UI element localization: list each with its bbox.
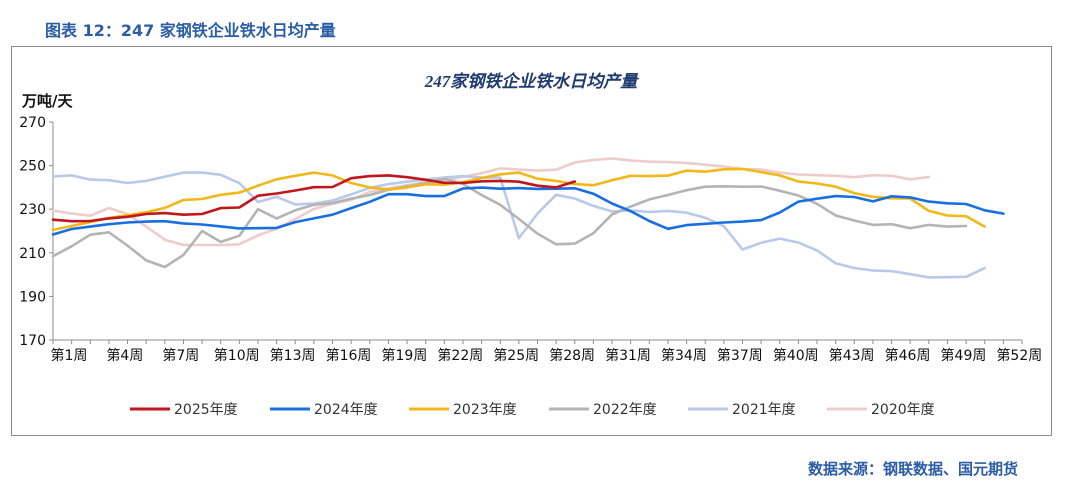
line-chart: 247家钢铁企业铁水日均产量 万吨/天 170 190 210 230 250 270 第1… <box>19 72 1042 418</box>
legend-label: 2021年度 <box>732 402 796 418</box>
series-line-2022年度 <box>51 177 968 269</box>
legend-label: 2022年度 <box>593 402 657 418</box>
x-tick-label: 第4周 <box>106 347 143 364</box>
x-tick-label: 第1周 <box>51 347 88 364</box>
x-tick-label: 第37周 <box>717 347 763 364</box>
x-tick-label: 第28周 <box>549 347 595 364</box>
legend-label: 2023年度 <box>453 402 517 418</box>
series-line-2024年度 <box>51 186 1005 236</box>
y-tick-label: 190 <box>19 289 46 305</box>
figure-caption: 图表 12：247 家钢铁企业铁水日均产量 <box>45 21 336 40</box>
y-tick-label: 270 <box>19 115 46 131</box>
x-tick-label: 第31周 <box>605 347 651 364</box>
y-axis-label: 万吨/天 <box>21 92 73 110</box>
x-tick-label: 第52周 <box>996 347 1042 364</box>
x-tick-label: 第10周 <box>214 347 260 364</box>
y-tick-label: 170 <box>19 333 46 349</box>
y-tick-label: 210 <box>19 246 46 262</box>
series-line-2025年度 <box>51 174 577 223</box>
x-tick-label: 第22周 <box>437 347 483 364</box>
series-line-2020年度 <box>51 157 931 247</box>
y-tick-label: 250 <box>19 159 46 175</box>
x-tick-label: 第34周 <box>661 347 707 364</box>
legend-label: 2020年度 <box>871 402 935 418</box>
x-tick-label: 第16周 <box>326 347 372 364</box>
legend-label: 2025年度 <box>174 402 238 418</box>
source-note: 数据来源：钢联数据、国元期货 <box>807 460 1018 478</box>
x-tick-label: 第49周 <box>941 347 987 364</box>
x-tick-label: 第25周 <box>493 347 539 364</box>
x-tick-label: 第40周 <box>773 347 819 364</box>
y-tick-label: 230 <box>19 202 46 218</box>
chart-title: 247家钢铁企业铁水日均产量 <box>424 72 639 91</box>
x-tick-label: 第43周 <box>829 347 875 364</box>
x-tick-label: 第46周 <box>885 347 931 364</box>
x-tick-label: 第13周 <box>270 347 316 364</box>
x-tick-label: 第7周 <box>162 347 199 364</box>
series-line-2021年度 <box>51 171 987 279</box>
x-tick-label: 第19周 <box>382 347 428 364</box>
legend-label: 2024年度 <box>314 402 378 418</box>
chart-frame: 247家钢铁企业铁水日均产量 万吨/天 170 190 210 230 250 270 第1… <box>11 46 1052 436</box>
series-line-2023年度 <box>51 167 987 232</box>
